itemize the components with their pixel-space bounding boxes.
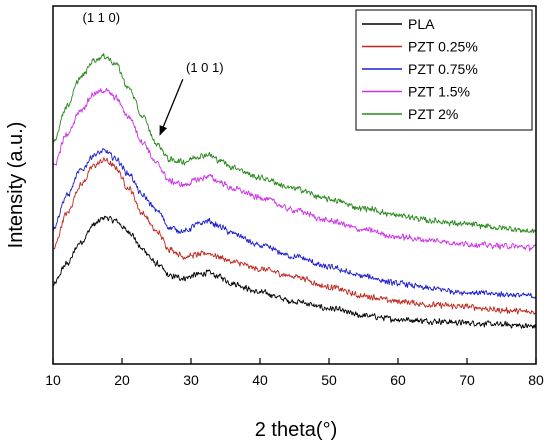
x-tick-label: 10 (45, 372, 61, 388)
legend-label: PZT 0.25% (408, 39, 478, 55)
x-axis-ticks: 10 20 30 40 50 60 70 80 (45, 358, 544, 388)
x-tick-label: 80 (528, 372, 544, 388)
series-layer (53, 53, 537, 329)
legend-box (355, 9, 533, 131)
peak-annotation: (1 0 1) (186, 60, 224, 75)
annotations: (1 1 0) (1 0 1) (83, 10, 224, 136)
series-line-3 (53, 148, 537, 299)
series-line-4 (53, 87, 537, 252)
annotation-arrow (159, 78, 184, 136)
plot-frame (52, 5, 537, 365)
legend-label: PZT 2% (408, 106, 458, 122)
series-line-5 (53, 53, 537, 234)
x-tick-label: 70 (459, 372, 475, 388)
x-axis-title: 2 theta(°) (255, 419, 337, 441)
legend-label: PZT 1.5% (408, 84, 470, 100)
x-tick-label: 20 (114, 372, 130, 388)
peak-annotation: (1 1 0) (83, 10, 121, 25)
y-axis-title: Intensity (a.u.) (5, 122, 27, 249)
x-tick-label: 50 (321, 372, 337, 388)
x-tick-label: 40 (252, 372, 268, 388)
series-line-1 (53, 215, 537, 329)
legend-label: PLA (408, 16, 435, 32)
legend-label: PZT 0.75% (408, 61, 478, 77)
x-tick-label: 30 (183, 372, 199, 388)
x-tick-label: 60 (390, 372, 406, 388)
legend: PLA PZT 0.25% PZT 0.75% PZT 1.5% PZT 2% (355, 9, 533, 131)
series-line-2 (53, 157, 537, 315)
